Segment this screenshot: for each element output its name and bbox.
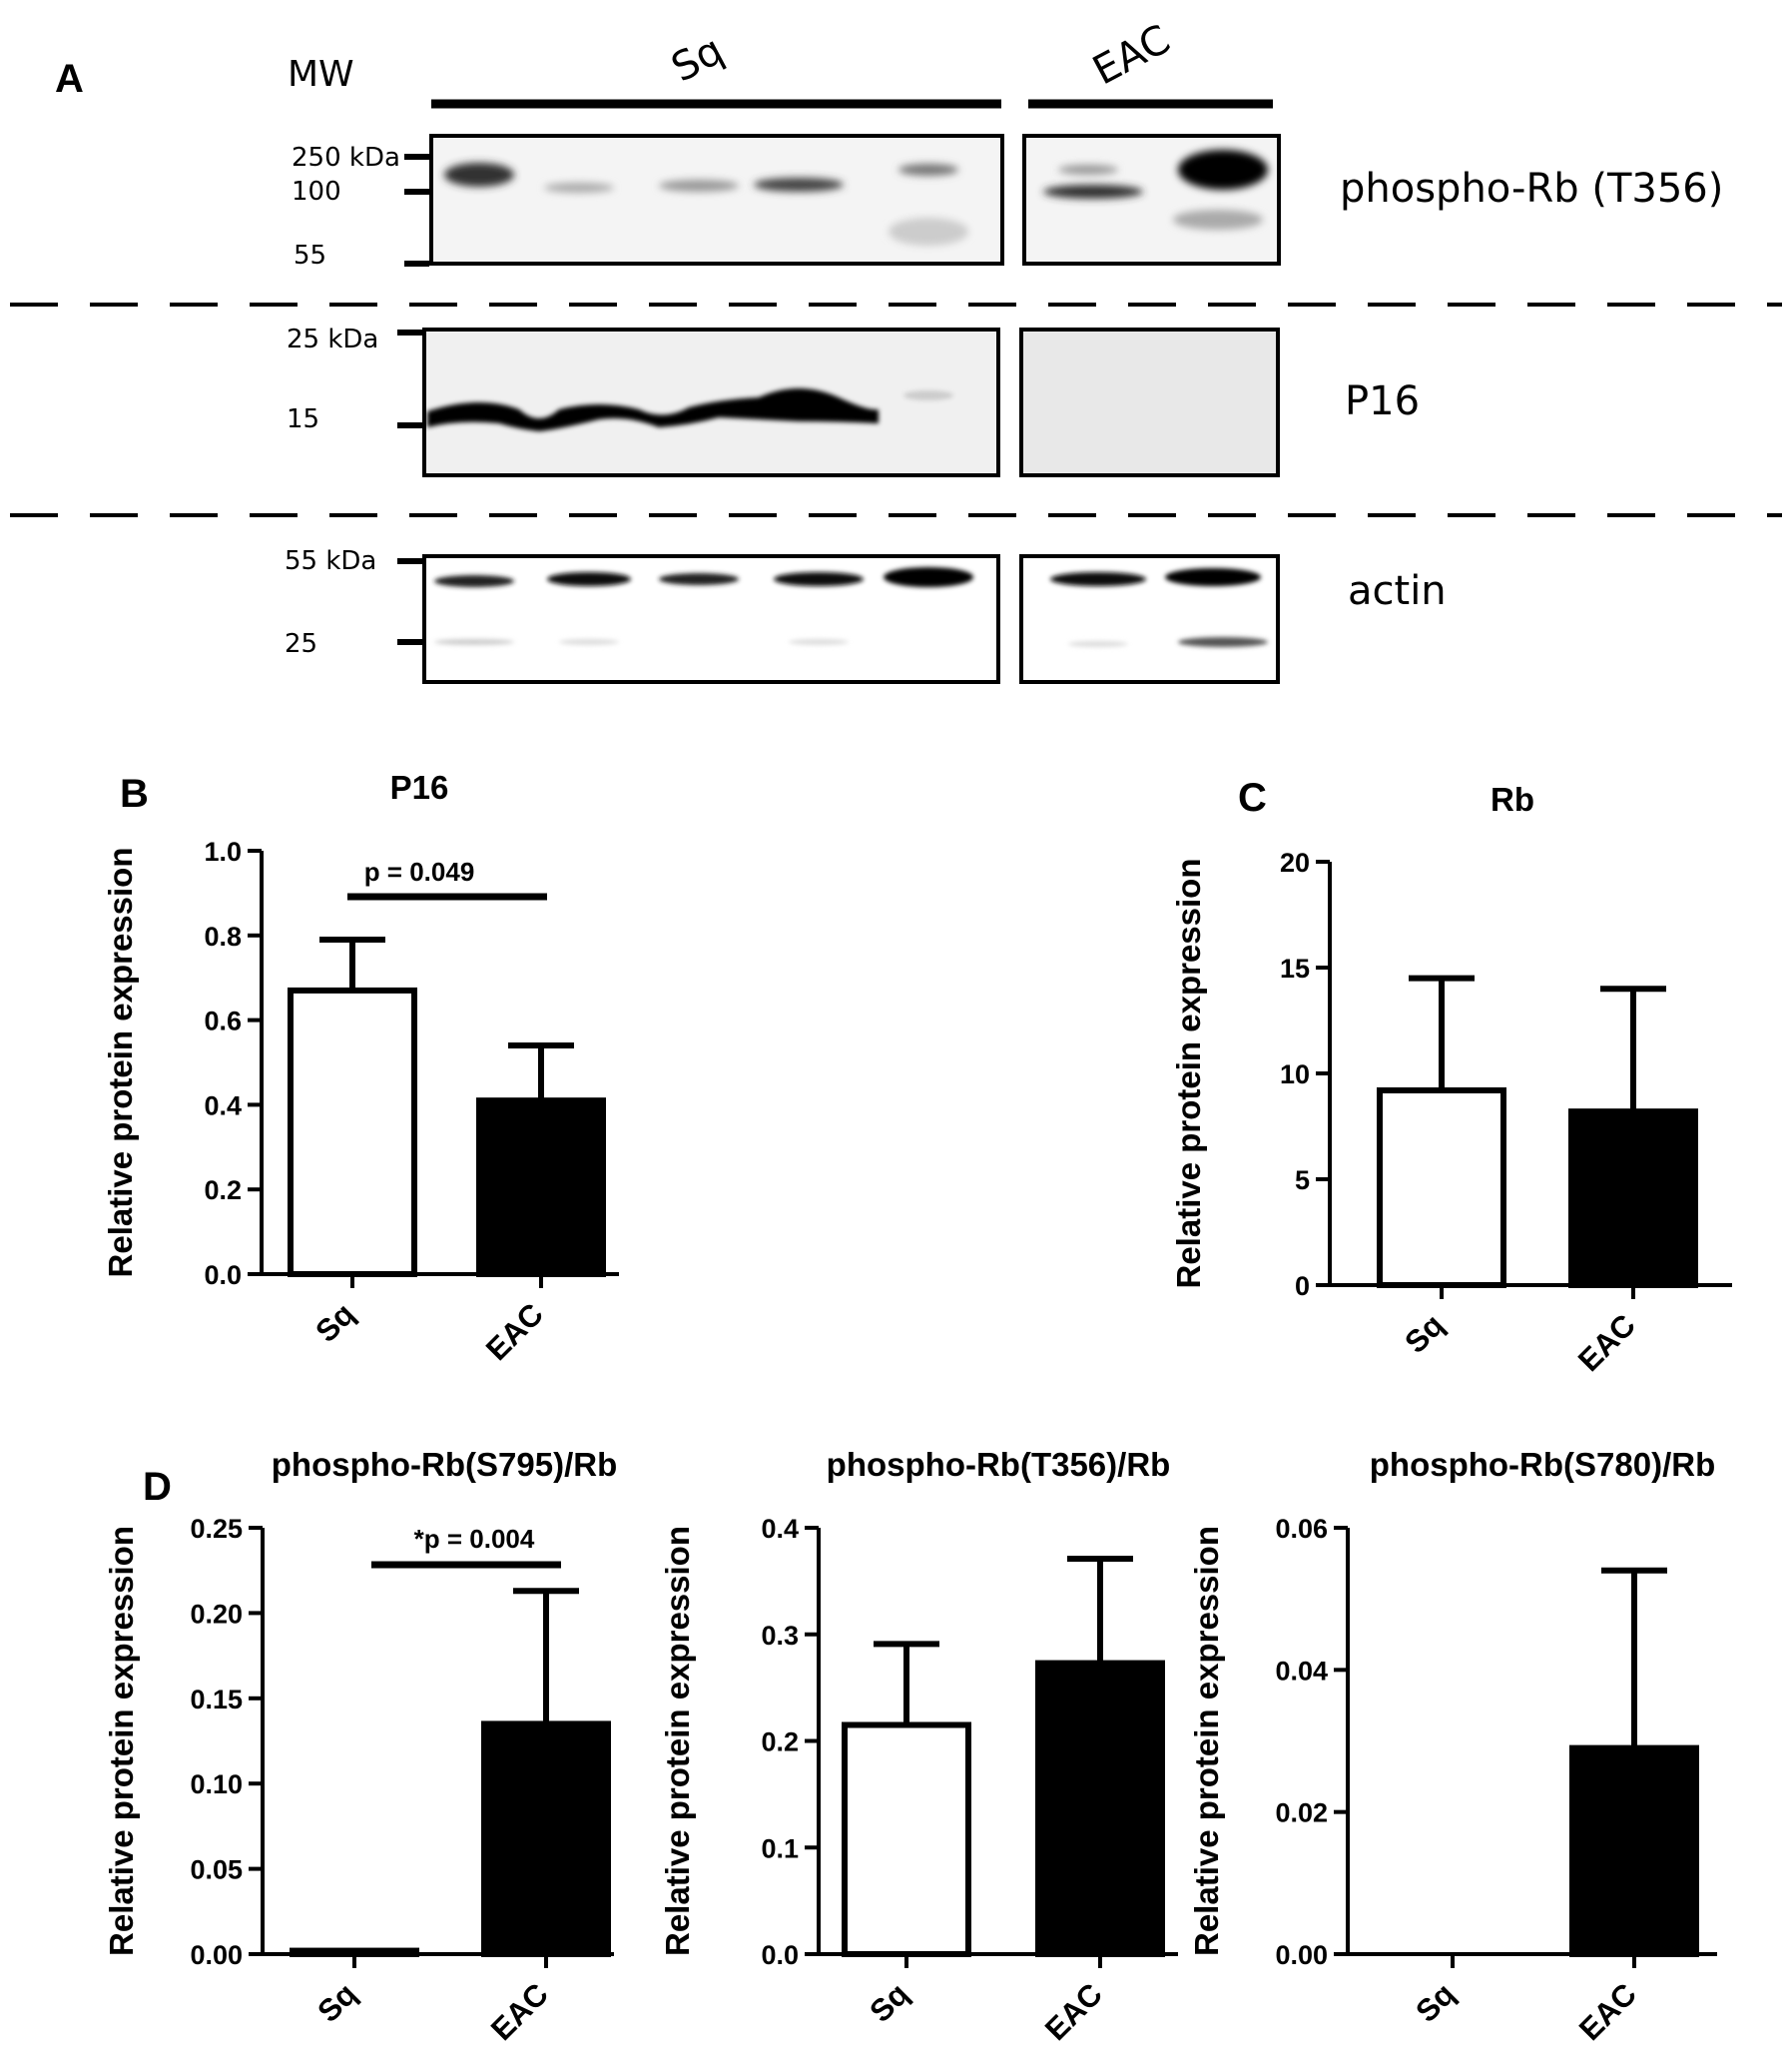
- marker-label: 100: [292, 177, 341, 207]
- y-tick-label: 0.15: [190, 1685, 243, 1714]
- y-tick-label: 0.8: [204, 922, 242, 952]
- y-tick-label: 0.4: [761, 1514, 799, 1544]
- marker-label: 25: [285, 629, 317, 659]
- y-axis-label: Relative protein expression: [659, 1526, 696, 1956]
- x-tick-label: EAC: [1572, 1976, 1643, 2047]
- y-tick-label: 0.3: [761, 1621, 799, 1651]
- y-tick-label: 0.25: [190, 1514, 243, 1544]
- y-tick-label: 0.2: [204, 1175, 242, 1205]
- panel-label: B: [120, 772, 149, 816]
- y-tick-label: 0.10: [190, 1769, 243, 1799]
- chart-2: C Rb Relative protein expression 0 5 10 15 20 Sq…: [1170, 776, 1732, 1378]
- x-tick-label: EAC: [1038, 1976, 1109, 2047]
- y-tick-label: 0.04: [1275, 1656, 1328, 1686]
- group-label-eac: EAC: [1086, 16, 1178, 94]
- x-tick-label: EAC: [484, 1976, 555, 2047]
- y-tick-label: 0.05: [190, 1855, 243, 1885]
- y-tick-label: 0.0: [204, 1260, 242, 1290]
- blot-actin: 55 kDa 25 actin: [285, 546, 1447, 684]
- bar-eac: [476, 1097, 606, 1278]
- bar-eac: [1569, 1744, 1699, 1958]
- y-tick-label: 0.0: [761, 1940, 799, 1970]
- y-axis-label: Relative protein expression: [1188, 1526, 1225, 1956]
- y-tick-label: 0.20: [190, 1599, 243, 1629]
- y-tick-label: 0.2: [761, 1727, 799, 1757]
- y-tick-label: 0.4: [204, 1090, 242, 1120]
- y-tick-label: 0.6: [204, 1007, 242, 1036]
- chart-title: phospho-Rb(S795)/Rb: [272, 1446, 617, 1483]
- y-tick-label: 0: [1295, 1271, 1310, 1301]
- chart-title: phospho-Rb(S780)/Rb: [1370, 1446, 1715, 1483]
- bar-sq: [1377, 1086, 1506, 1288]
- x-tick-label: EAC: [1571, 1307, 1642, 1378]
- y-tick-label: 20: [1280, 848, 1310, 878]
- y-axis-label: Relative protein expression: [1170, 859, 1207, 1289]
- chart-title: phospho-Rb(T356)/Rb: [827, 1446, 1171, 1483]
- y-tick-label: 0.1: [761, 1833, 799, 1863]
- y-tick-label: 0.06: [1275, 1514, 1328, 1544]
- x-tick-label: EAC: [479, 1296, 550, 1367]
- x-tick-label: Sq: [308, 1296, 361, 1349]
- y-tick-label: 5: [1295, 1165, 1310, 1195]
- mw-label: MW: [288, 54, 354, 95]
- y-axis-label: Relative protein expression: [102, 848, 139, 1278]
- bar-charts: B P16 Relative protein expression 0.0 0.2 0.4…: [102, 769, 1732, 2047]
- x-tick-label: Sq: [863, 1976, 915, 2029]
- significance-label: *p = 0.004: [414, 1524, 535, 1554]
- group-label-sq: Sq: [664, 27, 730, 91]
- blot-name: actin: [1348, 568, 1447, 614]
- x-tick-label: Sq: [310, 1976, 363, 2029]
- chart-title: Rb: [1491, 781, 1534, 818]
- y-tick-label: 0.02: [1275, 1798, 1328, 1828]
- x-tick-label: Sq: [1409, 1976, 1462, 2029]
- y-tick-label: 10: [1280, 1059, 1310, 1089]
- marker-label: 55 kDa: [285, 546, 376, 576]
- marker-label: 250 kDa: [292, 143, 400, 173]
- bar-sq: [288, 987, 417, 1277]
- marker-label: 25 kDa: [287, 325, 378, 354]
- marker-label: 55: [294, 241, 326, 271]
- chart-title: P16: [390, 769, 449, 806]
- x-tick-label: Sq: [1398, 1307, 1451, 1360]
- panel-label: D: [143, 1465, 172, 1509]
- bar-eac: [1568, 1108, 1698, 1289]
- chart-5: phospho-Rb(S780)/Rb Relative protein expr…: [1188, 1446, 1717, 2047]
- panel-a: A MW Sq EAC 250: [10, 16, 1782, 684]
- blot-name: phospho-Rb (T356): [1340, 166, 1723, 212]
- y-tick-label: 0.00: [1275, 1940, 1328, 1970]
- y-tick-label: 0.00: [190, 1940, 243, 1970]
- y-tick-label: 1.0: [204, 837, 242, 867]
- bar-eac: [481, 1720, 611, 1958]
- marker-label: 15: [287, 404, 319, 434]
- blot-p16: 25 kDa 15 P16: [287, 325, 1420, 477]
- y-axis-label: Relative protein expression: [103, 1526, 140, 1956]
- chart-1: B P16 Relative protein expression 0.0 0.2 0.4…: [102, 769, 619, 1367]
- bar-sq: [842, 1721, 971, 1958]
- chart-4: phospho-Rb(T356)/Rb Relative protein expr…: [659, 1446, 1178, 2047]
- panel-label-a: A: [55, 57, 84, 101]
- bar-eac: [1035, 1660, 1165, 1957]
- blot-phospho-rb-t356: 250 kDa 100 55 phospho-Rb (T356): [292, 134, 1723, 271]
- blot-name: P16: [1345, 378, 1420, 424]
- y-tick-label: 15: [1280, 954, 1310, 984]
- bar-sq: [290, 1947, 419, 1957]
- significance-label: p = 0.049: [364, 857, 475, 887]
- panel-label: C: [1238, 776, 1267, 820]
